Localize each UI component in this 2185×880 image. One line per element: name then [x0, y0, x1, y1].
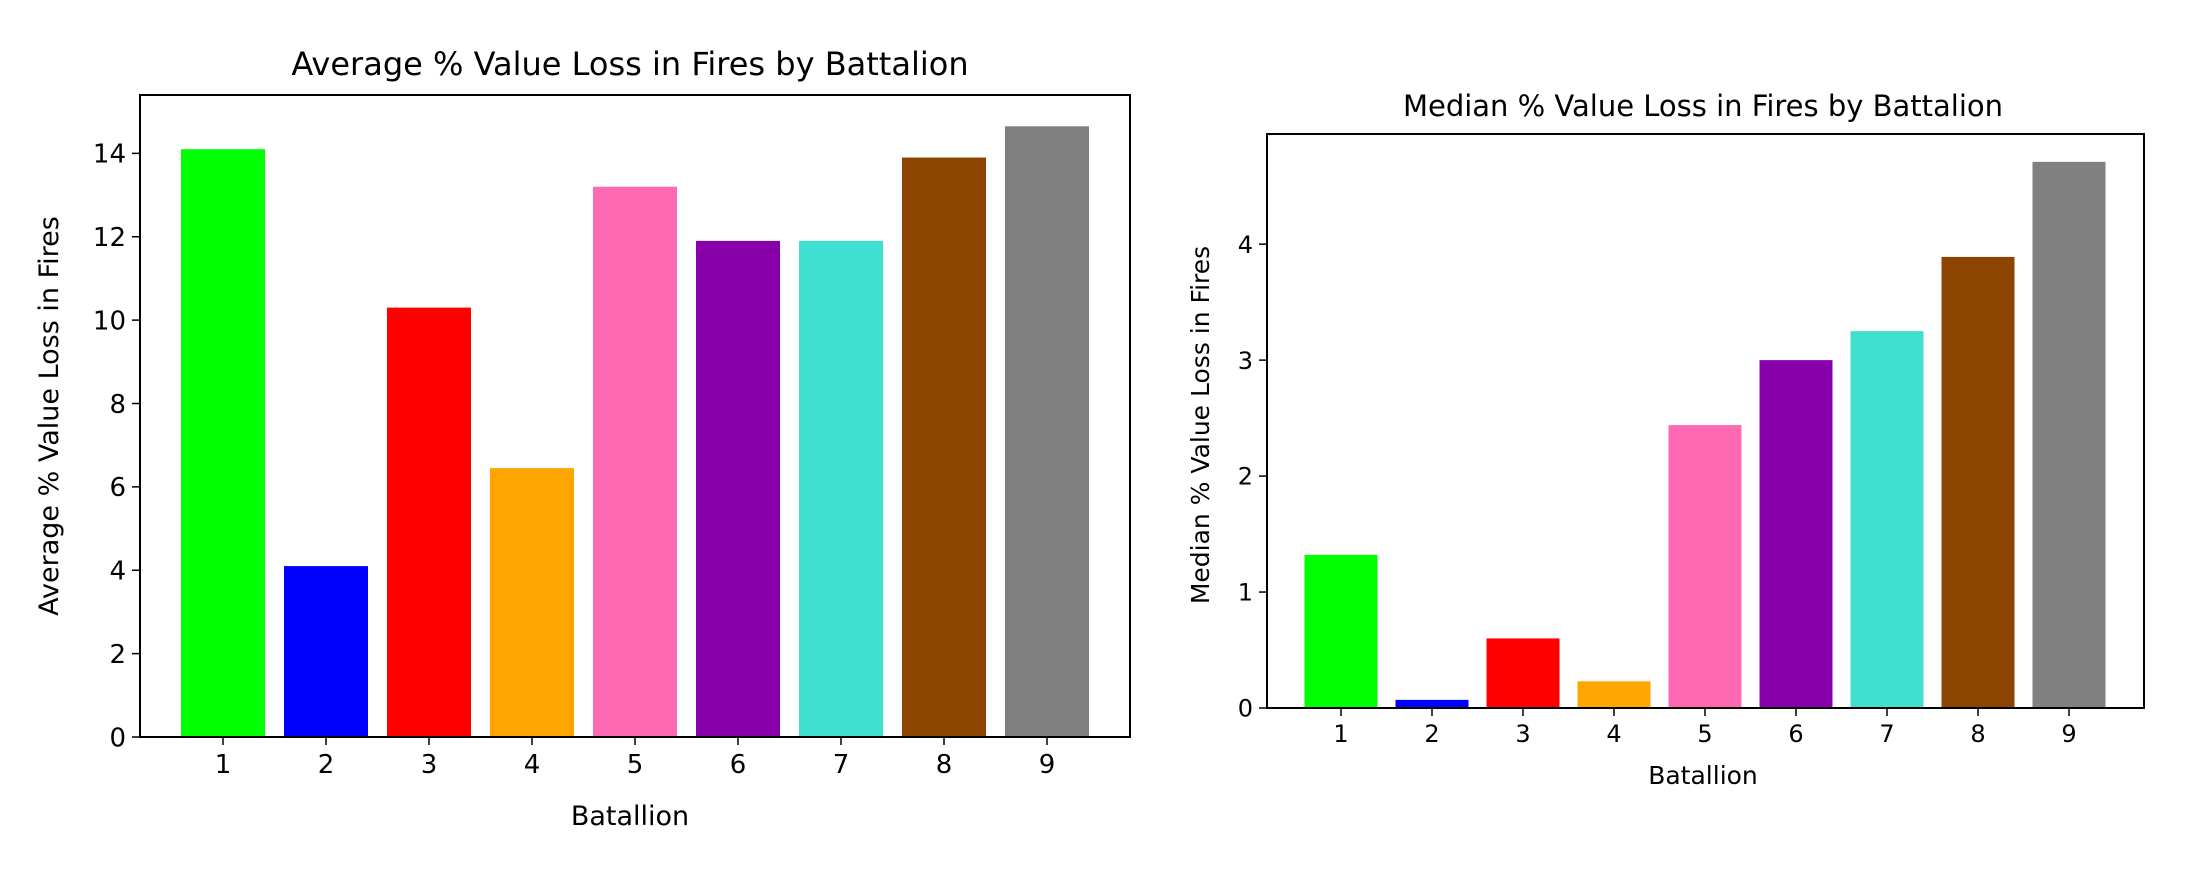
x-tick-label: 9 [2061, 720, 2076, 748]
bar-6 [1759, 360, 1833, 708]
x-tick-label: 3 [421, 750, 438, 780]
y-tick-label: 2 [109, 640, 126, 670]
y-tick-label: 6 [109, 473, 126, 503]
x-axis-label: Batallion [1648, 761, 1758, 790]
bar-9 [2032, 161, 2106, 708]
chart-title: Average % Value Loss in Fires by Battali… [291, 45, 968, 83]
x-tick-label: 2 [1424, 720, 1439, 748]
x-tick-label: 5 [627, 750, 644, 780]
y-ticks: 0 2 4 6 8 10 12 14 [93, 140, 140, 753]
bar-5 [1668, 425, 1742, 708]
chart-title: Median % Value Loss in Fires by Battalio… [1403, 89, 2003, 123]
y-tick-label: 1 [1238, 579, 1253, 607]
x-tick-label: 1 [1333, 720, 1348, 748]
x-tick-label: 7 [833, 750, 850, 780]
y-tick-label: 8 [109, 390, 126, 420]
x-axis-label: Batallion [571, 801, 689, 832]
x-tick-label: 4 [524, 750, 541, 780]
y-axis-label: Median % Value Loss in Fires [1186, 246, 1215, 604]
y-tick-label: 10 [93, 306, 126, 336]
bar-3 [387, 307, 471, 737]
x-tick-label: 3 [1515, 720, 1530, 748]
x-tick-label: 1 [215, 750, 232, 780]
bar-5 [593, 186, 677, 737]
median-loss-chart: Median % Value Loss in Fires by Battalio… [1186, 89, 2145, 790]
bar-2 [1395, 699, 1469, 708]
x-tick-label: 6 [730, 750, 747, 780]
x-tick-label: 5 [1697, 720, 1712, 748]
x-tick-label: 7 [1879, 720, 1894, 748]
y-tick-label: 4 [109, 557, 126, 587]
bars-group [181, 126, 1089, 737]
y-tick-label: 2 [1238, 463, 1253, 491]
bar-4 [1577, 681, 1651, 708]
bar-8 [1941, 256, 2015, 708]
x-tick-label: 8 [936, 750, 953, 780]
bar-3 [1486, 638, 1560, 708]
plot-frame [1266, 133, 2145, 709]
x-ticks: 1 2 3 4 5 6 7 8 9 [215, 737, 1056, 780]
y-ticks: 0 1 2 3 4 [1238, 231, 1267, 723]
bar-2 [284, 566, 368, 737]
x-tick-label: 2 [318, 750, 335, 780]
bar-1 [181, 149, 265, 737]
bar-9 [1005, 126, 1089, 737]
bars-group [1304, 161, 2106, 708]
bar-7 [799, 240, 883, 737]
x-tick-label: 6 [1788, 720, 1803, 748]
bar-4 [490, 468, 574, 737]
y-tick-label: 3 [1238, 347, 1253, 375]
y-tick-label: 0 [1238, 695, 1253, 723]
x-tick-label: 4 [1606, 720, 1621, 748]
x-ticks: 1 2 3 4 5 6 7 8 9 [1333, 708, 2077, 748]
y-tick-label: 14 [93, 140, 126, 170]
y-tick-label: 12 [93, 223, 126, 253]
y-tick-label: 0 [109, 723, 126, 753]
average-loss-chart: Average % Value Loss in Fires by Battali… [34, 45, 1131, 832]
x-tick-label: 8 [1970, 720, 1985, 748]
y-axis-label: Average % Value Loss in Fires [34, 216, 65, 616]
x-tick-label: 9 [1039, 750, 1056, 780]
bar-7 [1850, 331, 1924, 708]
bar-6 [696, 240, 780, 737]
bar-8 [902, 157, 986, 737]
bar-1 [1304, 554, 1378, 708]
y-tick-label: 4 [1238, 231, 1253, 259]
plot-frame [139, 94, 1131, 738]
